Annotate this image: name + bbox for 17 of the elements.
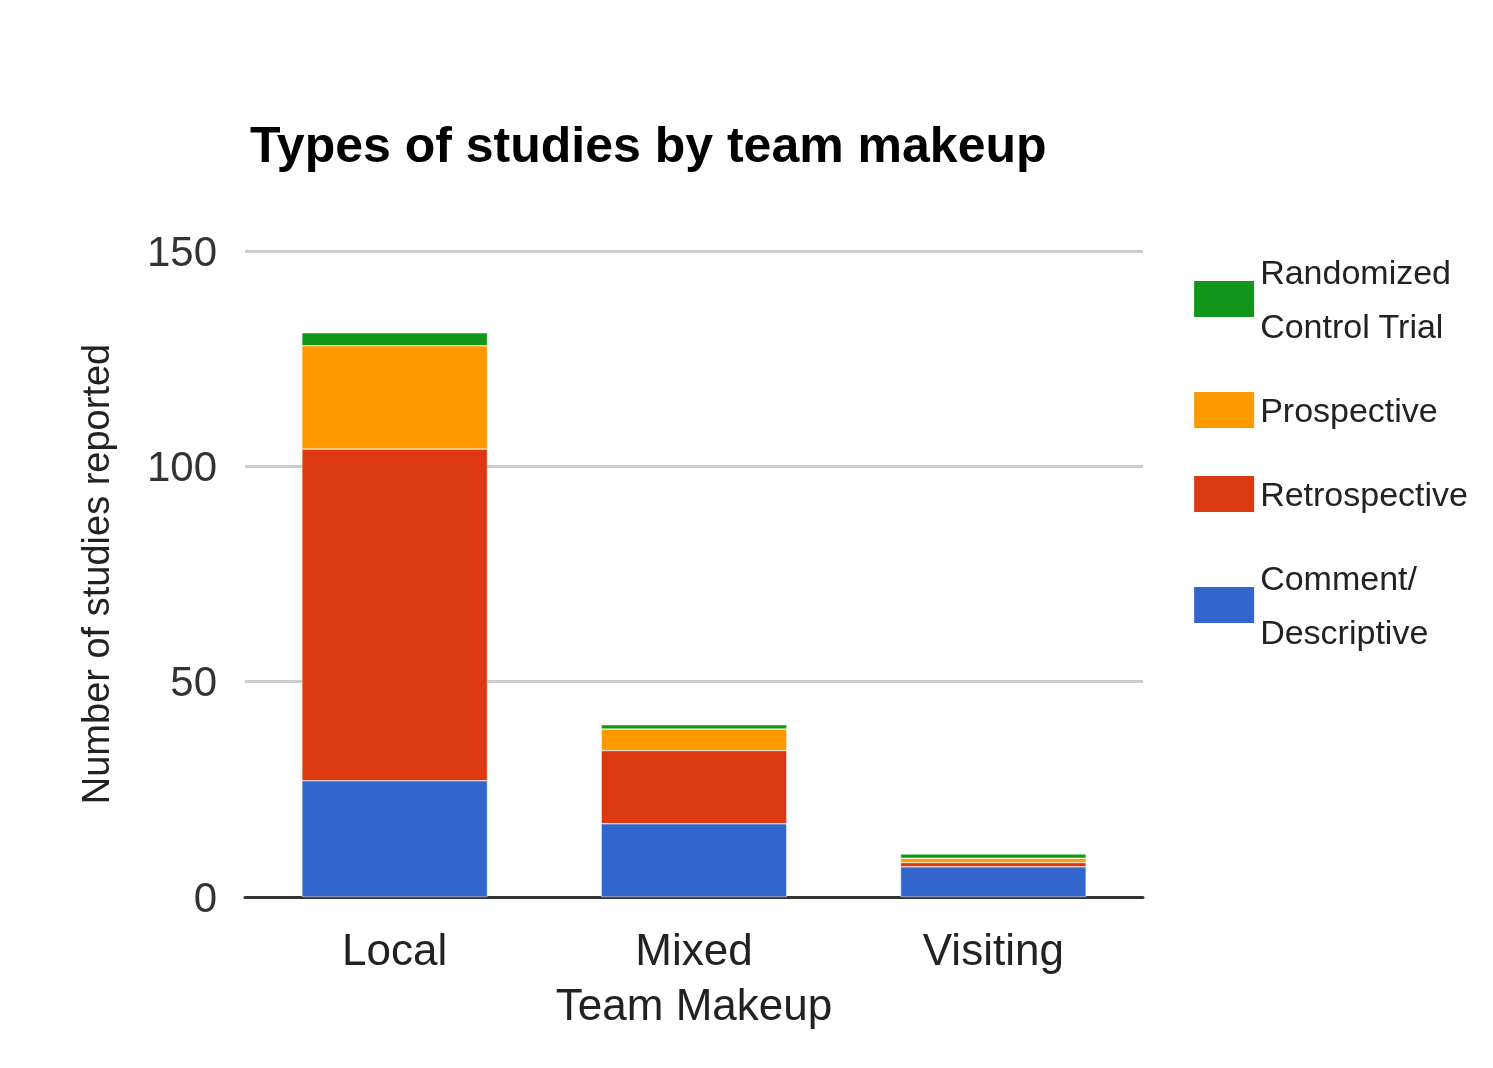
x-tick-label: Visiting: [922, 924, 1064, 974]
legend-label: Prospective: [1260, 391, 1438, 429]
y-tick-label: 50: [170, 658, 217, 706]
bar: [900, 866, 1087, 897]
bar: [900, 858, 1087, 863]
legend-label: Randomized Control Trial: [1260, 253, 1452, 345]
x-axis-title: Team Makeup: [555, 979, 833, 1029]
legend-label: Comment/ Descriptive: [1260, 559, 1429, 651]
legend-label: Retrospective: [1260, 475, 1469, 513]
chart-title: Types of studies by team makeup: [250, 117, 1047, 173]
y-tick-label: 100: [146, 442, 217, 490]
y-tick-label: 0: [193, 873, 217, 921]
x-tick-label: Mixed: [635, 924, 753, 974]
bar: [900, 853, 1087, 859]
y-tick-label: 150: [146, 227, 217, 275]
x-tick-label: Local: [342, 924, 448, 974]
y-axis-title: Number of studies reported: [75, 343, 117, 805]
